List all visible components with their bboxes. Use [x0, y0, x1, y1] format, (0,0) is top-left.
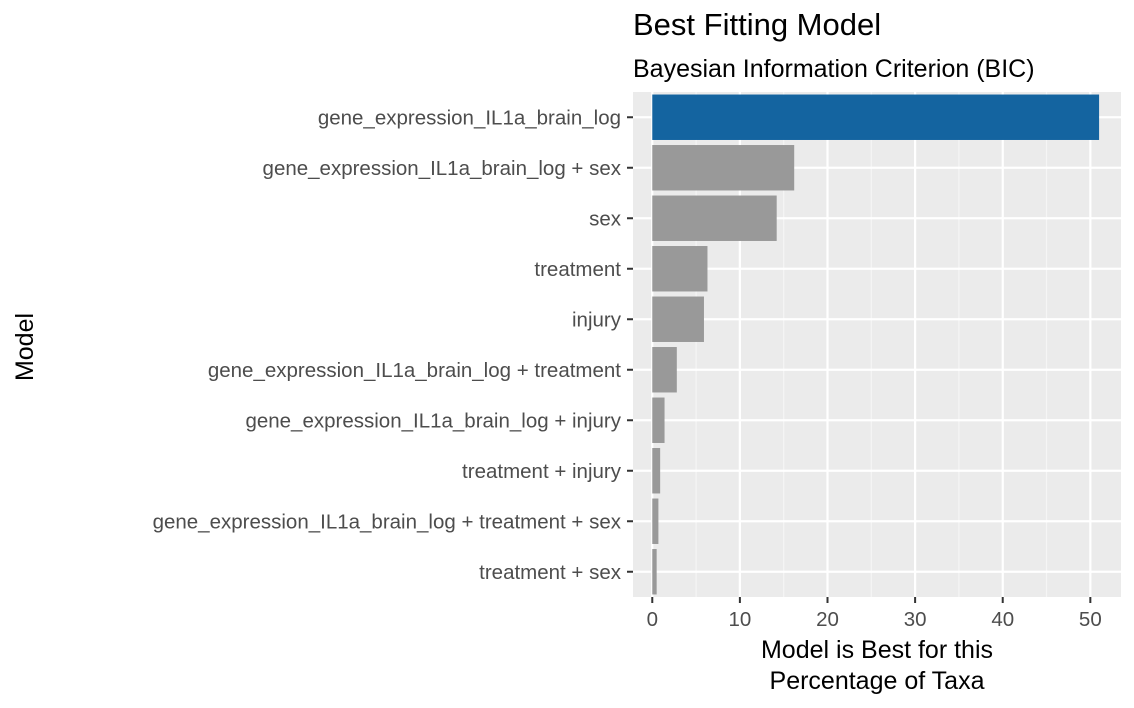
- bar: [652, 246, 708, 292]
- x-tick-label: 10: [728, 608, 751, 631]
- y-tick-label: treatment: [534, 258, 621, 281]
- y-tick-label: gene_expression_IL1a_brain_log: [318, 106, 621, 129]
- y-tick-label: gene_expression_IL1a_brain_log + treatme…: [153, 510, 622, 533]
- x-tick-label: 20: [816, 608, 839, 631]
- x-axis-title-line-2: Percentage of Taxa: [770, 667, 985, 695]
- bar: [652, 195, 777, 241]
- y-tick-label: gene_expression_IL1a_brain_log + sex: [263, 157, 622, 180]
- chart-subtitle: Bayesian Information Criterion (BIC): [633, 55, 1035, 83]
- bar: [652, 145, 795, 191]
- chart-title: Best Fitting Model: [633, 7, 881, 42]
- x-tick-label: 50: [1079, 608, 1102, 631]
- y-tick-label: gene_expression_IL1a_brain_log + treatme…: [208, 359, 621, 382]
- y-tick-label: treatment + sex: [479, 561, 622, 584]
- x-tick-label: 40: [991, 608, 1014, 631]
- bar: [652, 347, 677, 393]
- bar: [652, 94, 1100, 140]
- bar: [652, 498, 659, 544]
- x-axis: 0 10 20 30 40 50: [647, 597, 1102, 631]
- y-tick-label: gene_expression_IL1a_brain_log + injury: [245, 409, 621, 432]
- y-tick-label: injury: [572, 308, 622, 331]
- y-tick-label: treatment + injury: [462, 460, 622, 483]
- gridlines: [633, 92, 1121, 597]
- bar: [652, 397, 665, 443]
- y-axis: gene_expression_IL1a_brain_log gene_expre…: [153, 106, 633, 584]
- x-axis-title-line-1: Model is Best for this: [761, 636, 993, 664]
- x-tick-label: 30: [904, 608, 927, 631]
- x-tick-label: 0: [647, 608, 658, 631]
- bar: [652, 549, 657, 595]
- bar: [652, 296, 704, 342]
- y-tick-label: sex: [589, 207, 622, 230]
- y-axis-title: Model: [11, 313, 39, 381]
- bars: [652, 94, 1100, 595]
- bar: [652, 448, 661, 494]
